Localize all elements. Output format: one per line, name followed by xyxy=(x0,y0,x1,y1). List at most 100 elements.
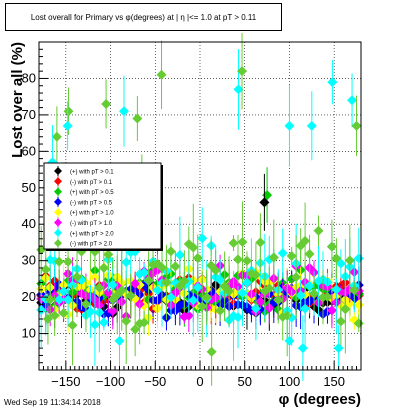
data-point xyxy=(192,282,203,293)
data-points xyxy=(36,33,364,386)
data-point xyxy=(103,249,114,260)
data-point xyxy=(101,98,112,109)
data-point xyxy=(67,320,78,331)
data-point xyxy=(306,120,317,131)
data-point xyxy=(347,95,358,106)
data-point xyxy=(215,274,226,285)
data-point xyxy=(250,303,261,314)
data-point xyxy=(132,113,143,124)
data-point xyxy=(107,305,118,316)
y-tick-label: 10 xyxy=(22,326,36,341)
data-point xyxy=(42,313,53,324)
data-point xyxy=(259,197,270,208)
data-point xyxy=(353,253,364,264)
data-point xyxy=(264,283,275,294)
data-point xyxy=(118,106,129,117)
data-point xyxy=(85,306,96,317)
legend-marker xyxy=(54,218,62,227)
data-point xyxy=(94,282,105,293)
data-point xyxy=(40,264,51,275)
data-point xyxy=(255,296,266,307)
data-point xyxy=(273,295,284,306)
data-point xyxy=(300,235,311,246)
x-tick-label: 0 xyxy=(196,374,203,389)
datestamp: Wed Sep 19 11:34:14 2018 xyxy=(4,398,101,407)
data-point xyxy=(349,285,360,296)
data-point xyxy=(201,292,212,303)
data-point xyxy=(54,256,65,267)
data-point xyxy=(322,291,333,302)
data-point xyxy=(333,343,344,354)
data-point xyxy=(80,299,91,310)
legend-marker xyxy=(54,177,62,186)
data-point xyxy=(237,288,248,299)
data-point xyxy=(331,284,342,295)
y-tick-label: 70 xyxy=(22,107,36,122)
legend-label: (-) with pT > 1.0 xyxy=(70,221,113,227)
data-point xyxy=(121,316,132,327)
y-tick-label: 20 xyxy=(22,289,36,304)
legend-marker xyxy=(54,187,62,196)
data-point xyxy=(344,255,355,266)
data-point xyxy=(89,319,100,330)
data-point xyxy=(284,335,295,346)
data-point xyxy=(309,288,320,299)
x-tick-label: −150 xyxy=(51,374,80,389)
data-point xyxy=(250,269,261,280)
data-point xyxy=(188,242,199,253)
data-point xyxy=(161,277,172,288)
legend-marker xyxy=(54,167,62,175)
data-point xyxy=(206,346,217,357)
y-tick-label: 40 xyxy=(22,216,36,231)
legend: (+) with pT > 0.1 (-) with pT > 0.1 (+) wi… xyxy=(43,162,163,251)
data-point xyxy=(183,310,194,321)
data-point xyxy=(125,290,136,301)
axis-ticks: −150 −100 −50 0 50 100 150 10 20 30 40 50 60 70 80 xyxy=(22,48,358,389)
data-point xyxy=(313,225,324,236)
data-point xyxy=(143,275,154,286)
data-point xyxy=(156,262,167,273)
data-point xyxy=(197,233,208,244)
data-point xyxy=(295,290,306,301)
data-point xyxy=(98,317,109,328)
data-point xyxy=(340,304,351,315)
data-point xyxy=(49,310,60,321)
data-point xyxy=(351,120,362,131)
y-tick-label: 60 xyxy=(22,143,36,158)
data-point xyxy=(326,305,337,316)
x-tick-label: 150 xyxy=(323,374,345,389)
x-tick-label: −100 xyxy=(96,374,125,389)
x-tick-label: −50 xyxy=(144,374,166,389)
data-point xyxy=(98,262,109,273)
data-point xyxy=(327,77,338,88)
data-point xyxy=(89,272,100,283)
data-point xyxy=(63,294,74,305)
y-tick-label: 80 xyxy=(22,70,36,85)
data-point xyxy=(304,248,315,259)
data-point xyxy=(121,257,132,268)
data-point xyxy=(188,295,199,306)
data-point xyxy=(233,312,244,323)
data-point xyxy=(344,298,355,309)
data-point xyxy=(277,248,288,259)
data-point xyxy=(297,343,308,354)
data-point xyxy=(170,261,181,272)
legend-marker xyxy=(54,197,62,206)
legend-box xyxy=(43,162,162,250)
data-point xyxy=(130,324,141,335)
data-point xyxy=(152,285,163,296)
data-point xyxy=(237,66,248,77)
data-point xyxy=(291,272,302,283)
data-point xyxy=(233,254,244,265)
data-point xyxy=(58,308,69,319)
data-point xyxy=(237,237,248,248)
data-point xyxy=(179,276,190,287)
data-point xyxy=(241,277,252,288)
legend-marker xyxy=(54,228,62,237)
data-point xyxy=(165,246,176,257)
data-point xyxy=(224,286,235,297)
data-point xyxy=(300,303,311,314)
data-point xyxy=(284,120,295,131)
data-point xyxy=(54,294,65,305)
